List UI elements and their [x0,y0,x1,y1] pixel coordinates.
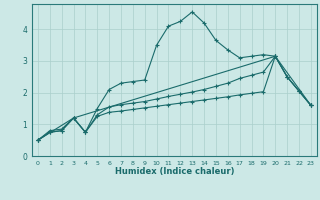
X-axis label: Humidex (Indice chaleur): Humidex (Indice chaleur) [115,167,234,176]
